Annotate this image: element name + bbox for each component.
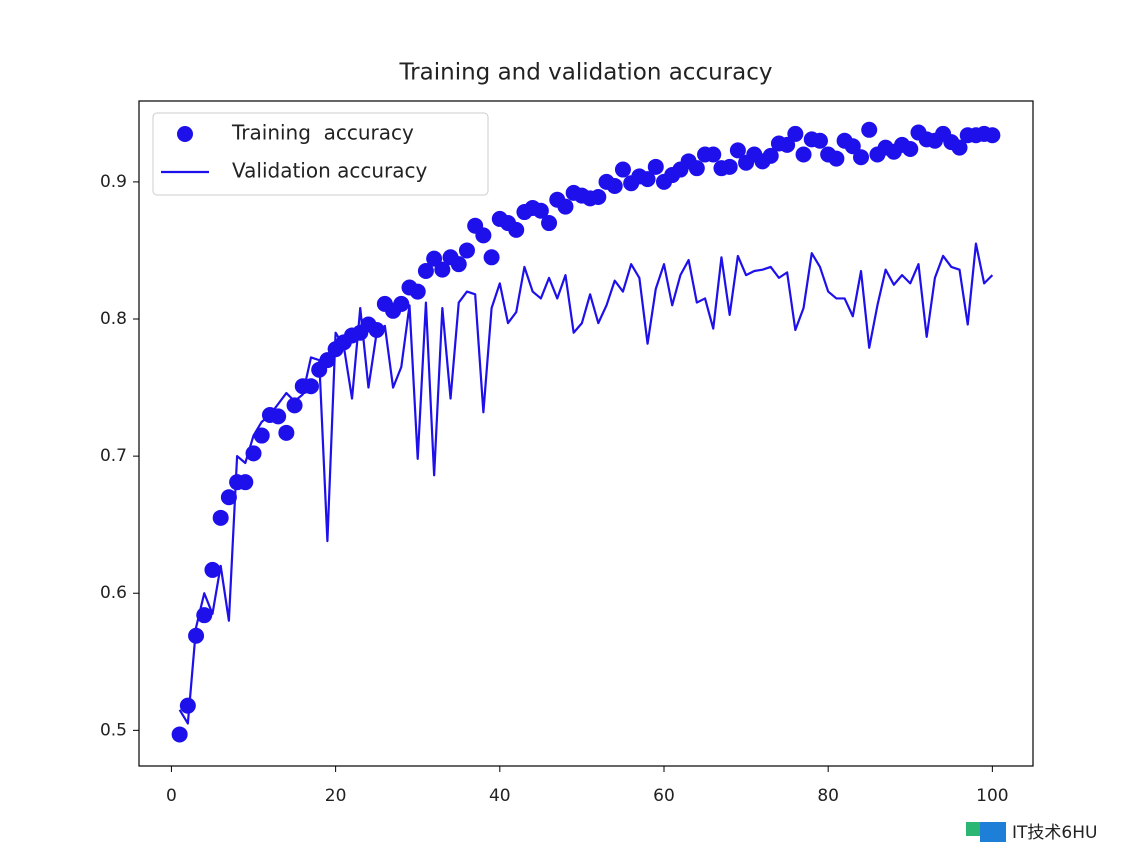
training-point (508, 221, 525, 238)
training-point (844, 138, 861, 155)
x-tick-label: 20 (325, 786, 347, 806)
training-point (902, 140, 919, 157)
training-point (779, 136, 796, 153)
training-point (590, 188, 607, 205)
training-point (984, 127, 1001, 144)
training-point (811, 132, 828, 149)
training-point (795, 146, 812, 163)
training-point (853, 149, 870, 166)
watermark-icon (966, 822, 980, 836)
training-point (532, 202, 549, 219)
training-point (171, 726, 188, 743)
training-point (434, 261, 451, 278)
training-point (204, 561, 221, 578)
x-tick-label: 40 (489, 786, 511, 806)
plot-frame (138, 100, 1034, 767)
training-point (393, 295, 410, 312)
training-point (278, 424, 295, 441)
chart-title: Training and validation accuracy (399, 60, 773, 86)
legend-label: Training accuracy (231, 121, 414, 145)
training-point (729, 142, 746, 159)
training-point (647, 158, 664, 175)
training-point (270, 408, 287, 425)
training-point (409, 283, 426, 300)
validation-line (178, 242, 994, 725)
y-tick-label: 0.5 (100, 720, 127, 740)
training-point (951, 139, 968, 156)
x-tick-label: 100 (976, 786, 1008, 806)
training-point (286, 397, 303, 414)
training-point (541, 215, 558, 232)
training-point (557, 198, 574, 215)
training-point (688, 160, 705, 177)
training-point (606, 178, 623, 195)
training-point (179, 697, 196, 714)
training-point (861, 121, 878, 138)
y-tick-label: 0.8 (100, 309, 127, 329)
y-tick-label: 0.9 (100, 172, 127, 192)
x-tick-label: 60 (653, 786, 675, 806)
training-point (705, 146, 722, 163)
y-tick-label: 0.6 (100, 583, 127, 603)
training-point (483, 249, 500, 266)
training-point (237, 474, 254, 491)
y-tick-label: 0.7 (100, 446, 127, 466)
training-point (475, 227, 492, 244)
legend-label: Validation accuracy (232, 159, 428, 183)
training-point (426, 250, 443, 267)
training-point (212, 509, 229, 526)
training-point (302, 378, 319, 395)
x-tick-label: 0 (166, 786, 177, 806)
training-point (721, 158, 738, 175)
training-point (828, 150, 845, 167)
legend-marker (177, 126, 193, 142)
legend-box (152, 112, 489, 196)
training-point (220, 489, 237, 506)
training-point (614, 161, 631, 178)
training-point (639, 171, 656, 188)
training-point (762, 147, 779, 164)
training-point (787, 125, 804, 142)
watermark-text: IT技术6HU (1012, 823, 1097, 843)
watermark-icon (980, 822, 1006, 842)
training-point (450, 256, 467, 273)
training-point (417, 263, 434, 280)
watermark: IT技术6HU (966, 822, 1097, 843)
training-point (458, 242, 475, 259)
x-tick-label: 80 (817, 786, 839, 806)
training-point (253, 427, 270, 444)
training-point (368, 321, 385, 338)
training-point (319, 352, 336, 369)
